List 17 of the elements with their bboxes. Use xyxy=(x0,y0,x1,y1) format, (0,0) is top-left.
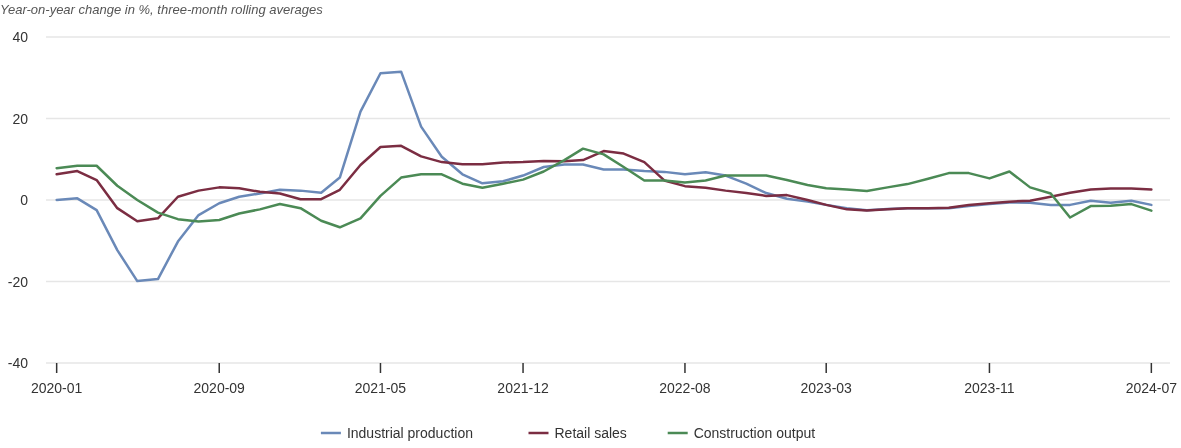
y-tick-label: 20 xyxy=(12,110,29,127)
x-tick-label: 2023-11 xyxy=(964,380,1015,396)
y-axis-title: Year-on-year change in %, three-month rolling averages xyxy=(0,2,324,17)
y-tick-label: -40 xyxy=(7,355,29,371)
legend-label: Industrial production xyxy=(346,425,473,441)
legend-label: Construction output xyxy=(693,425,816,441)
x-tick-label: 2020-01 xyxy=(30,380,83,396)
y-tick-label: -20 xyxy=(7,273,29,290)
x-tick-label: 2022-08 xyxy=(659,380,711,396)
legend-label: Retail sales xyxy=(554,425,627,441)
x-tick-label: 2024-07 xyxy=(1125,380,1178,396)
x-tick-label: 2021-12 xyxy=(497,380,549,396)
x-tick-label: 2021-05 xyxy=(354,380,407,396)
y-tick-label: 40 xyxy=(12,29,29,45)
x-tick-label: 2020-09 xyxy=(193,380,246,396)
y-tick-label: 0 xyxy=(20,192,29,208)
x-tick-label: 2023-03 xyxy=(800,380,853,396)
